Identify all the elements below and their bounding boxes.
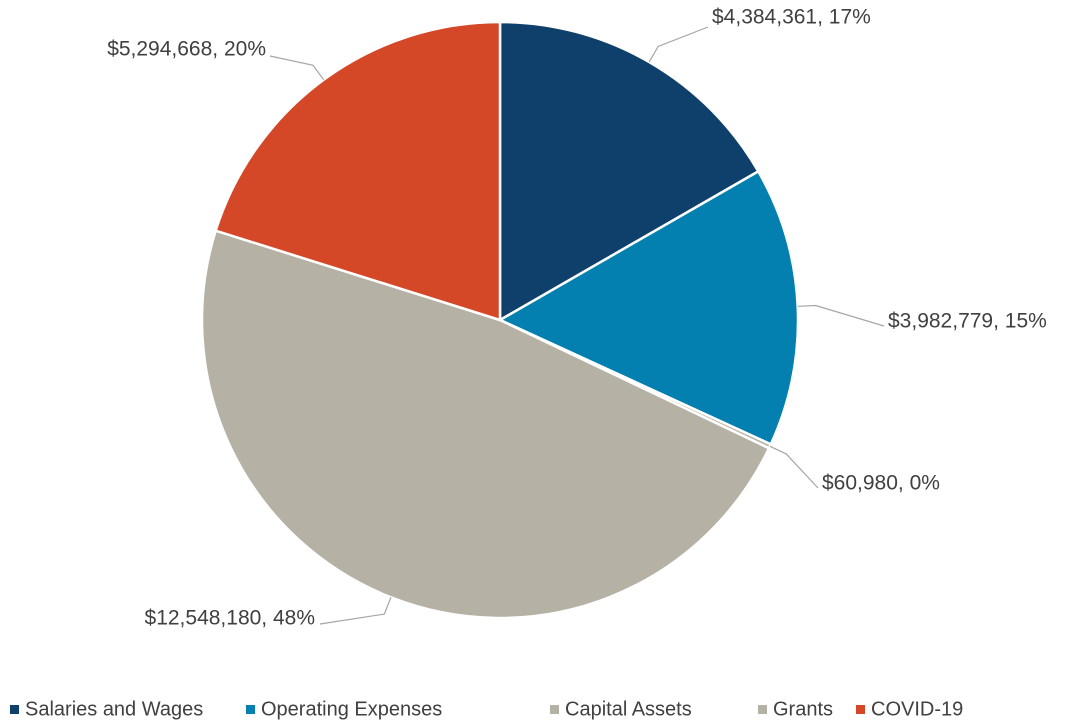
data-label: $5,294,668, 20% [107,38,266,61]
pie-slice [214,20,502,322]
data-label: $12,548,180, 48% [145,607,315,630]
legend-swatch [758,705,767,714]
pie-slice [200,229,771,620]
leader-line [797,304,885,327]
data-label: $60,980, 0% [822,472,940,495]
legend-label: Capital Assets [565,698,692,720]
legend-label: COVID-19 [871,698,963,720]
legend-label: Grants [773,698,833,720]
legend-swatch [856,705,865,714]
data-label: $3,982,779, 15% [888,310,1047,333]
pie-slice [497,169,800,446]
legend-swatch [246,705,255,714]
pie-slice [498,20,760,323]
leader-line [648,26,709,63]
legend-swatch [10,705,19,714]
leader-line [769,445,819,489]
leader-line [269,55,325,81]
data-label: $4,384,361, 17% [712,6,871,29]
legend-label: Salaries and Wages [25,698,203,720]
legend-label: Operating Expenses [261,698,442,720]
legend-swatch [550,705,559,714]
leader-line [319,597,392,625]
